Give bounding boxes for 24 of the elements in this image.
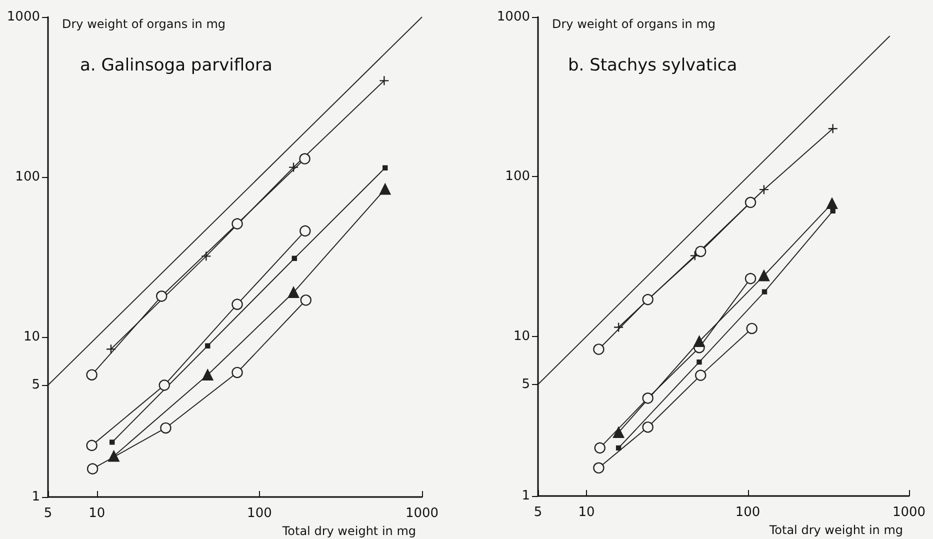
y-tick-label: 1 (32, 490, 40, 504)
text: a. Galinsoga parviflora (80, 56, 272, 76)
x-tick-label: 1000 (892, 505, 926, 520)
x-axis-title: Total dry weight in mg (768, 523, 903, 537)
y-tick-label: 100 (505, 169, 530, 184)
x-tick-label: 10 (88, 506, 106, 521)
y-axis-title: Dry weight of organs in mg (552, 17, 716, 31)
x-tick-label: 5 (534, 505, 542, 520)
x-tick-label: 5 (44, 506, 52, 521)
x-tick-label: 100 (247, 506, 272, 521)
x-tick-label: 1000 (405, 506, 439, 521)
y-tick-label: 1 (522, 488, 530, 504)
y-tick-label: 10 (23, 330, 40, 344)
y-axis-title: Dry weight of organs in mg (62, 17, 226, 31)
y-tick-label: 1000 (6, 10, 40, 24)
y-tick-label: 1000 (496, 10, 530, 24)
text: b. Stachys sylvatica (568, 56, 738, 76)
y-tick-label: 5 (522, 376, 530, 392)
x-tick-label: 100 (735, 505, 760, 520)
y-tick-label: 5 (32, 378, 40, 393)
x-axis-title: Total dry weight in mg (281, 524, 416, 538)
y-tick-label: 100 (15, 170, 40, 184)
y-tick-label: 10 (513, 328, 530, 344)
x-tick-label: 10 (578, 505, 595, 520)
